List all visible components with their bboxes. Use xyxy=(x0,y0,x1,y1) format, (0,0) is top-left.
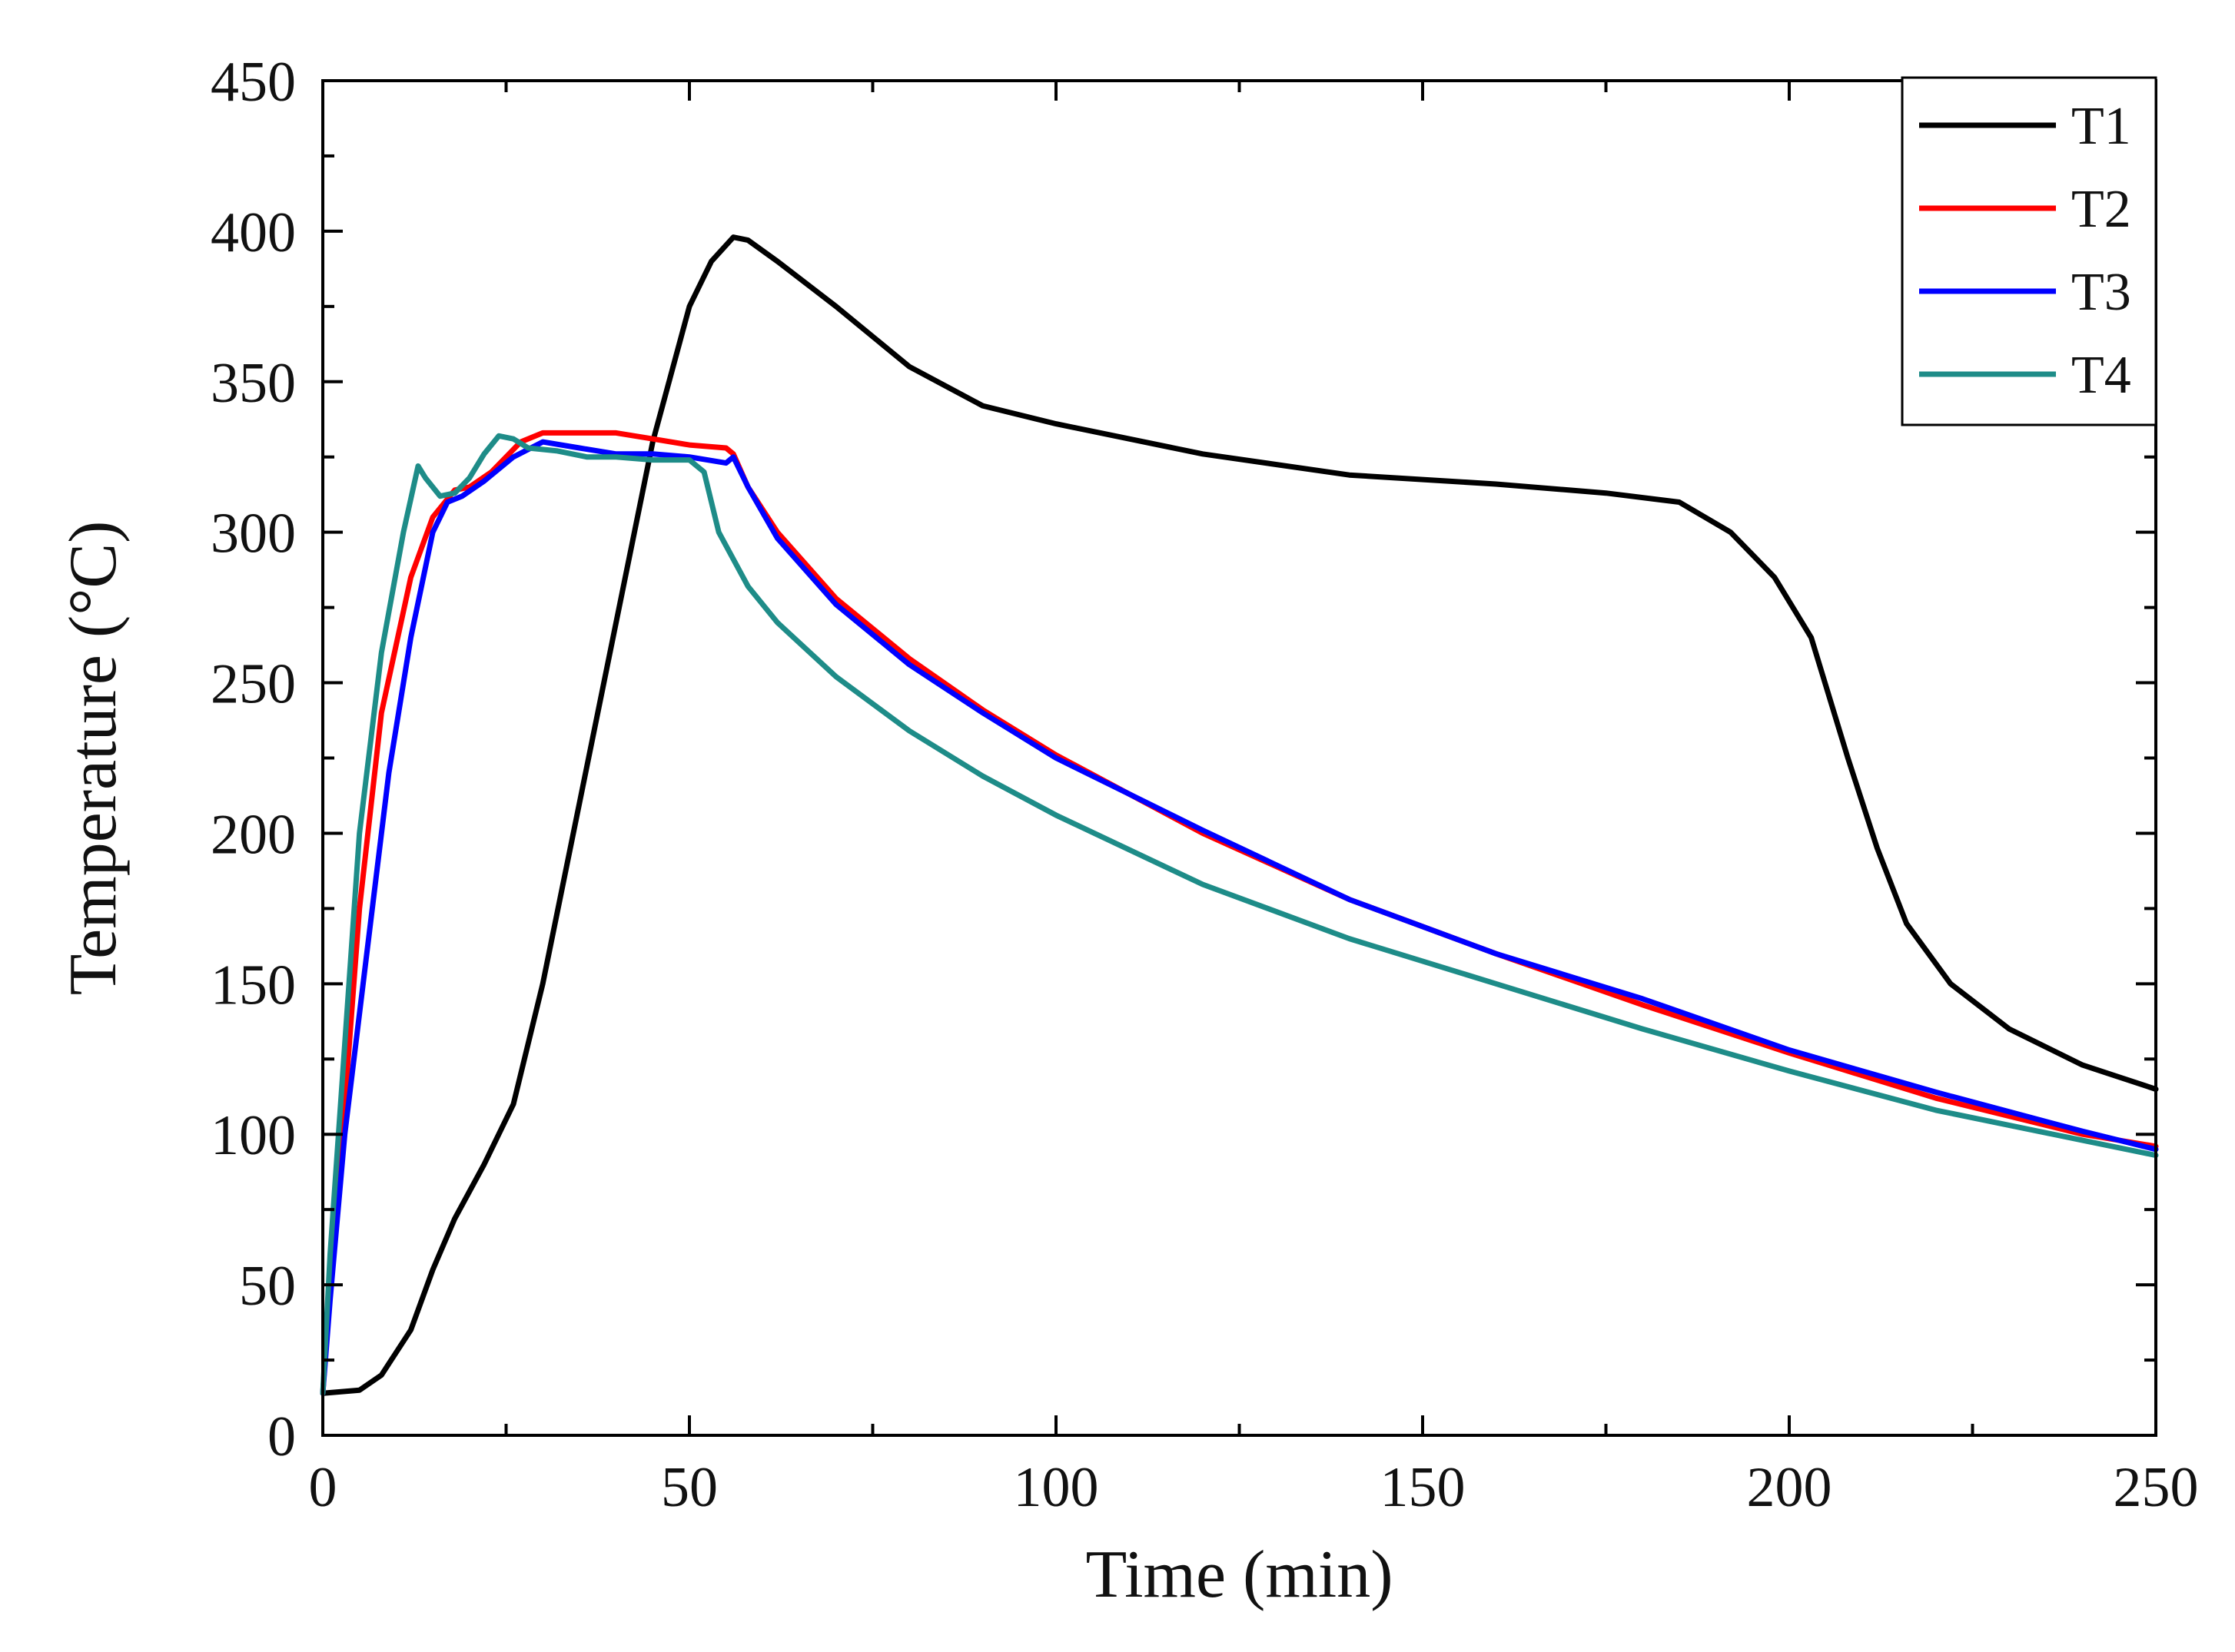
legend-box xyxy=(1901,76,2157,426)
x-tick-label: 100 xyxy=(1014,1456,1099,1519)
x-axis-title: Time (min) xyxy=(1085,1538,1393,1612)
y-tick-label: 200 xyxy=(211,803,296,866)
y-tick-label: 450 xyxy=(211,51,296,114)
y-tick-label: 0 xyxy=(267,1405,296,1468)
x-tick-label: 0 xyxy=(309,1456,337,1519)
y-axis-title: Temperature (°C) xyxy=(56,521,131,996)
series-line-t2 xyxy=(320,430,2159,1396)
y-tick-label: 50 xyxy=(239,1255,296,1318)
x-tick-label: 200 xyxy=(1747,1456,1832,1519)
series-line-t1 xyxy=(320,234,2159,1396)
series-line-t3 xyxy=(320,439,2159,1396)
y-tick-label: 100 xyxy=(211,1104,296,1167)
axes: 0 50 100 150 200 250 0 50 100 150 200 250 300 350 400 4… xyxy=(56,51,2199,1612)
y-tick-label: 250 xyxy=(211,653,296,716)
y-tick-label: 350 xyxy=(211,352,296,415)
legend: T1 T2 T3 T4 xyxy=(1901,76,2157,426)
y-tick-label: 300 xyxy=(211,503,296,566)
legend-label-t3: T3 xyxy=(2071,263,2131,322)
x-tick-label: 150 xyxy=(1380,1456,1466,1519)
y-tick-label: 150 xyxy=(211,954,296,1017)
legend-label-t4: T4 xyxy=(2071,346,2131,405)
x-tick-label: 50 xyxy=(661,1456,718,1519)
series-line-t4 xyxy=(320,433,2159,1396)
y-tick-label: 400 xyxy=(211,201,296,264)
legend-label-t1: T1 xyxy=(2071,97,2131,156)
plot-frame xyxy=(321,79,2157,1437)
plot-area xyxy=(320,234,2159,1396)
x-tick-label: 250 xyxy=(2114,1456,2199,1519)
legend-label-t2: T2 xyxy=(2071,180,2131,239)
